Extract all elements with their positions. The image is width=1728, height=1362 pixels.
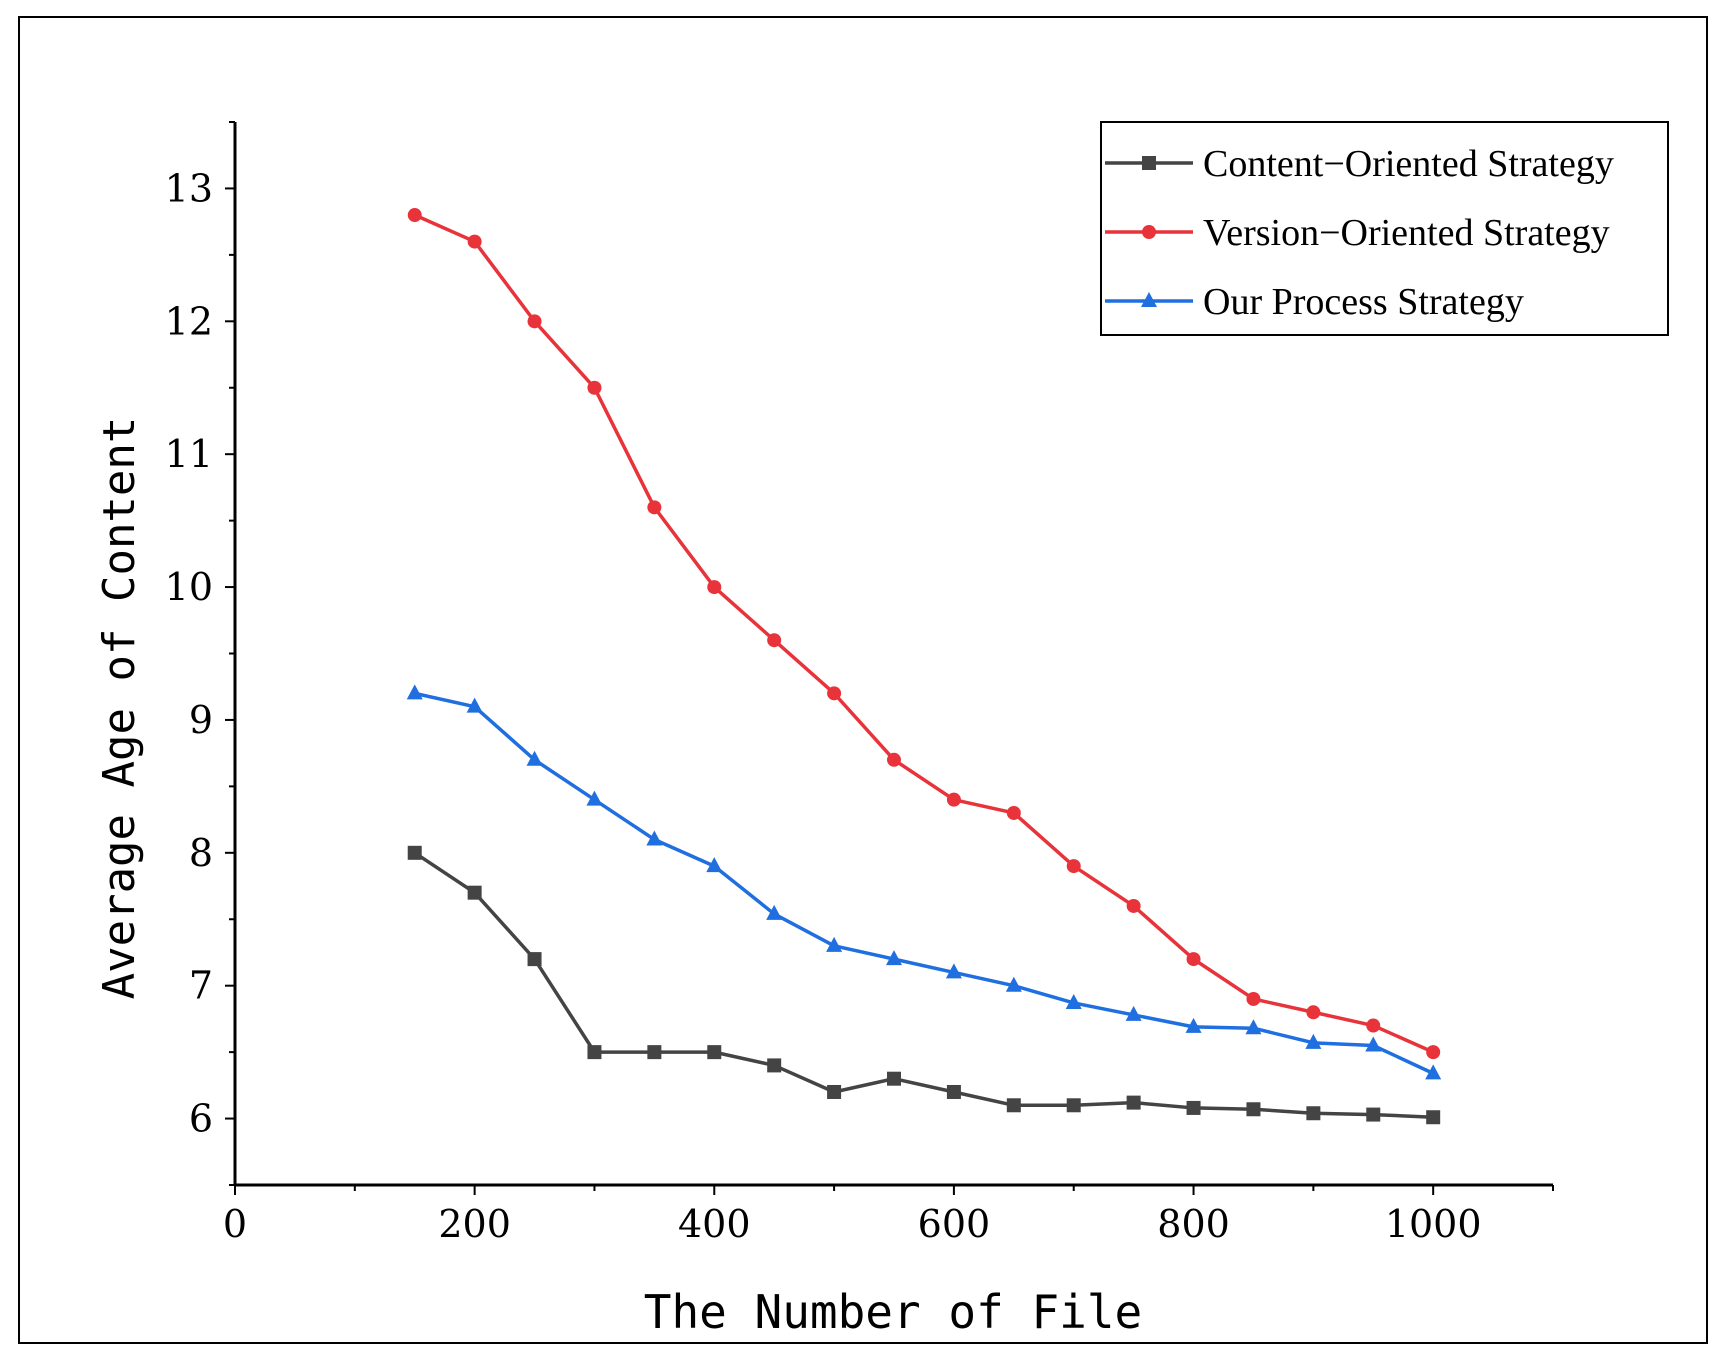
data-point xyxy=(1425,1064,1442,1080)
series-line xyxy=(414,691,1434,1075)
legend-marker xyxy=(1141,292,1157,307)
data-point xyxy=(827,1084,842,1099)
data-point xyxy=(467,885,482,900)
data-point xyxy=(406,684,423,700)
data-point xyxy=(587,1045,602,1060)
data-point xyxy=(466,697,483,713)
x-axis-title: The Number of File xyxy=(644,1285,1143,1339)
y-tick-label: 7 xyxy=(189,964,213,1008)
data-point xyxy=(826,936,843,952)
legend-label: Our Process Strategy xyxy=(1203,281,1524,323)
series-line xyxy=(413,851,1434,1119)
data-point xyxy=(945,963,962,979)
data-point xyxy=(647,1045,662,1060)
data-point xyxy=(1185,1017,1202,1033)
data-point xyxy=(1126,1095,1141,1110)
data-point xyxy=(1066,859,1081,874)
data-point xyxy=(1306,1106,1321,1121)
data-point xyxy=(1065,993,1082,1009)
data-point xyxy=(526,750,543,766)
data-point xyxy=(646,830,663,846)
series-line xyxy=(414,213,1434,1054)
data-point xyxy=(887,752,901,767)
data-point xyxy=(887,1071,901,1086)
data-point xyxy=(1366,1107,1381,1122)
legend-marker xyxy=(1142,156,1156,170)
data-point xyxy=(766,904,783,920)
data-point xyxy=(1186,1100,1201,1115)
data-point xyxy=(707,580,722,595)
data-point xyxy=(767,1058,782,1073)
x-tick-label: 800 xyxy=(1157,1202,1230,1246)
data-point xyxy=(1006,1098,1021,1113)
x-tick-label: 600 xyxy=(918,1202,991,1246)
series-2 xyxy=(407,208,1441,1060)
y-tick-label: 9 xyxy=(189,698,213,742)
data-point xyxy=(1006,805,1021,820)
series-1 xyxy=(407,845,1441,1125)
data-point xyxy=(1305,1033,1322,1049)
data-point xyxy=(1125,1005,1142,1021)
data-point xyxy=(1246,1102,1261,1117)
data-point xyxy=(946,1084,961,1099)
data-point xyxy=(1126,898,1141,913)
x-tick-label: 0 xyxy=(223,1202,247,1246)
data-point xyxy=(946,792,961,807)
plot-area xyxy=(406,208,1442,1125)
data-point xyxy=(886,950,902,966)
legend-box xyxy=(1100,121,1669,336)
y-tick-label: 10 xyxy=(165,565,213,609)
data-point xyxy=(407,845,422,860)
chart-frame xyxy=(18,16,1708,1344)
data-point xyxy=(767,633,782,648)
data-point xyxy=(527,952,542,967)
data-point xyxy=(527,314,542,329)
data-point xyxy=(707,1045,722,1060)
data-point xyxy=(587,380,602,395)
data-point xyxy=(706,857,723,873)
data-point xyxy=(1066,1098,1081,1113)
y-tick-label: 13 xyxy=(165,166,213,210)
y-tick-label: 12 xyxy=(165,299,213,343)
data-point xyxy=(467,234,482,249)
data-point xyxy=(647,500,662,515)
data-point xyxy=(1186,952,1201,967)
legend-label: Version−Oriented Strategy xyxy=(1203,212,1610,254)
data-point xyxy=(407,208,422,223)
axes: 6 7 8 9 10 11 12 13 0 200 400 600 800 1000 xyxy=(165,121,1554,1246)
data-point xyxy=(1426,1110,1441,1125)
legend: Content−Oriented Strategy Version−Oriente… xyxy=(1100,121,1669,336)
data-point xyxy=(1246,991,1261,1006)
legend-marker xyxy=(1142,225,1156,239)
data-point xyxy=(586,790,603,806)
data-point xyxy=(1005,976,1022,992)
series-3 xyxy=(406,684,1442,1080)
data-point xyxy=(1306,1005,1321,1020)
data-point xyxy=(1245,1019,1262,1035)
y-tick-label: 6 xyxy=(189,1097,213,1141)
data-point xyxy=(827,686,842,701)
x-tick-label: 1000 xyxy=(1385,1202,1482,1246)
data-point xyxy=(1426,1045,1441,1060)
x-tick-label: 200 xyxy=(438,1202,511,1246)
x-tick-label: 400 xyxy=(678,1202,751,1246)
y-tick-label: 8 xyxy=(189,831,213,875)
y-axis-title: Average Age of Content xyxy=(94,417,145,1000)
y-tick-label: 11 xyxy=(165,432,213,476)
data-point xyxy=(1366,1018,1381,1033)
legend-label: Content−Oriented Strategy xyxy=(1203,143,1614,185)
data-point xyxy=(1365,1036,1382,1052)
